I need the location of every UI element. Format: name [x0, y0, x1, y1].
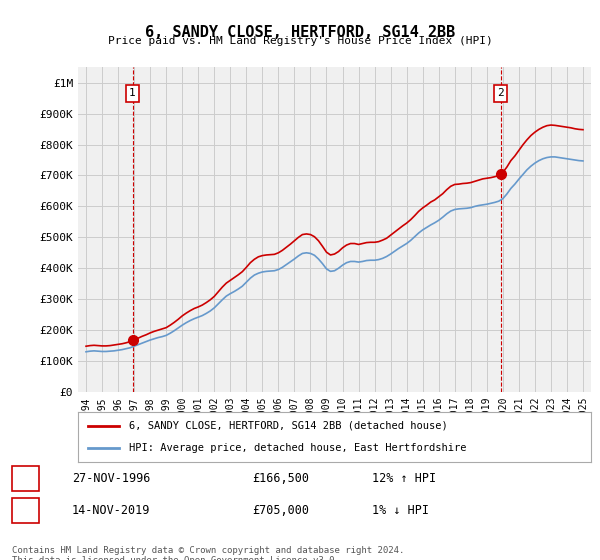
Text: 1: 1	[129, 88, 136, 98]
Text: 6, SANDY CLOSE, HERTFORD, SG14 2BB: 6, SANDY CLOSE, HERTFORD, SG14 2BB	[145, 25, 455, 40]
Text: 2: 2	[497, 88, 504, 98]
Text: £166,500: £166,500	[252, 472, 309, 485]
Text: 1% ↓ HPI: 1% ↓ HPI	[372, 504, 429, 517]
Text: Contains HM Land Registry data © Crown copyright and database right 2024.
This d: Contains HM Land Registry data © Crown c…	[12, 546, 404, 560]
Text: Price paid vs. HM Land Registry's House Price Index (HPI): Price paid vs. HM Land Registry's House …	[107, 36, 493, 46]
Text: £705,000: £705,000	[252, 504, 309, 517]
Text: 14-NOV-2019: 14-NOV-2019	[72, 504, 151, 517]
Text: 27-NOV-1996: 27-NOV-1996	[72, 472, 151, 485]
FancyBboxPatch shape	[12, 498, 39, 523]
Text: 6, SANDY CLOSE, HERTFORD, SG14 2BB (detached house): 6, SANDY CLOSE, HERTFORD, SG14 2BB (deta…	[130, 421, 448, 431]
FancyBboxPatch shape	[12, 466, 39, 491]
Text: 12% ↑ HPI: 12% ↑ HPI	[372, 472, 436, 485]
Text: 1: 1	[22, 472, 29, 485]
Text: HPI: Average price, detached house, East Hertfordshire: HPI: Average price, detached house, East…	[130, 443, 467, 453]
Text: 2: 2	[22, 504, 29, 517]
